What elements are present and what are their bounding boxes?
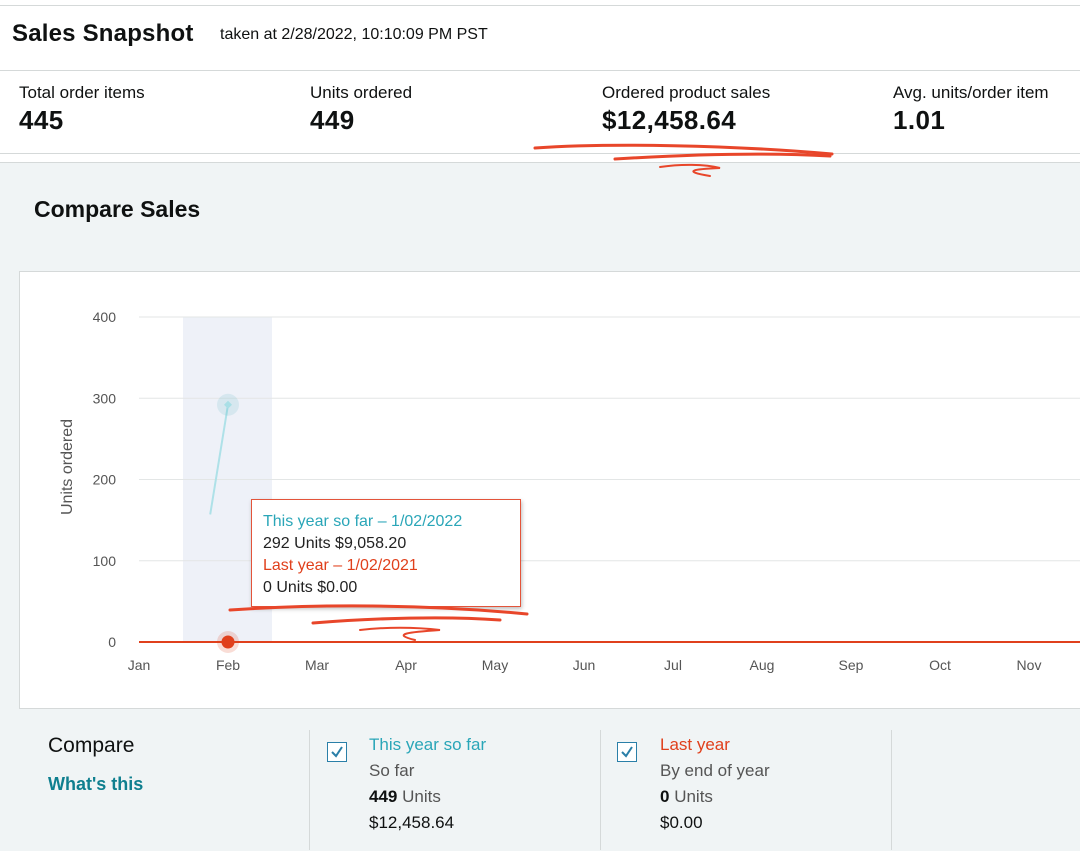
checkmark-icon — [621, 746, 633, 758]
whats-this-link[interactable]: What's this — [48, 774, 144, 794]
y-tick-label: 0 — [108, 634, 116, 650]
x-tick-label: Jun — [573, 657, 596, 673]
chart-svg: 400 300 200 100 0 Jan Feb Mar Apr May Jun Jul Aug Se… — [59, 309, 1080, 673]
point-last-year — [221, 635, 235, 649]
metric-avg-units-per-order-item: Avg. units/order item 1.01 — [893, 83, 1049, 136]
metric-label: Total order items — [19, 83, 145, 102]
x-tick-label: Apr — [395, 657, 417, 673]
last-year-units: 0 Units — [660, 787, 713, 807]
last-year-units-value: 0 — [660, 787, 670, 806]
page-title: Sales Snapshot — [12, 20, 194, 47]
x-tick-label: Mar — [305, 657, 329, 673]
last-year-units-suffix: Units — [669, 787, 713, 806]
metric-ordered-product-sales: Ordered product sales $12,458.64 — [602, 83, 770, 136]
this-year-units-value: 449 — [369, 787, 398, 806]
y-tick-label: 200 — [93, 472, 117, 488]
x-tick-label: Feb — [216, 657, 240, 673]
section-gap — [0, 154, 1080, 162]
this-year-units: 449 Units — [369, 787, 441, 807]
compare-legend: Compare What's this This year so far So … — [0, 710, 1080, 850]
this-year-period: So far — [369, 761, 415, 780]
top-divider — [0, 5, 1080, 6]
last-year-sales: $0.00 — [660, 813, 703, 832]
snapshot-timestamp: taken at 2/28/2022, 10:10:09 PM PST — [220, 26, 488, 43]
x-tick-label: May — [482, 657, 508, 673]
x-tick-label: Aug — [750, 657, 775, 673]
legend-divider — [309, 730, 310, 850]
this-year-sales: $12,458.64 — [369, 813, 455, 832]
legend-divider — [891, 730, 892, 850]
metric-value: 449 — [310, 105, 355, 135]
compare-label: Compare — [48, 734, 135, 757]
y-tick-label: 300 — [93, 390, 117, 406]
y-tick-label: 100 — [93, 553, 117, 569]
x-tick-label: Oct — [929, 657, 951, 673]
tooltip-last-year-value: 0 Units $0.00 — [263, 579, 358, 596]
this-year-units-suffix: Units — [397, 787, 441, 806]
tooltip-last-year-title: Last year – 1/02/2021 — [263, 557, 418, 574]
x-tick-label: Nov — [1017, 657, 1042, 673]
x-tick-label: Jan — [128, 657, 151, 673]
tooltip-this-year-title: This year so far – 1/02/2022 — [263, 513, 463, 530]
compare-sales-chart[interactable]: 400 300 200 100 0 Jan Feb Mar Apr May Jun Jul Aug Se… — [19, 271, 1080, 709]
this-year-checkbox[interactable] — [327, 742, 347, 762]
last-year-period: By end of year — [660, 761, 770, 780]
checkmark-icon — [331, 746, 343, 758]
metric-label: Ordered product sales — [602, 83, 771, 102]
x-tick-label: Jul — [664, 657, 682, 673]
snapshot-header: Sales Snapshot taken at 2/28/2022, 10:10… — [0, 6, 1080, 71]
legend-divider — [600, 730, 601, 850]
series-line-this-year — [209, 404, 229, 515]
metric-value: 1.01 — [893, 105, 946, 135]
x-tick-label: Sep — [839, 657, 864, 673]
y-axis-label: Units ordered — [59, 419, 76, 515]
compare-sales-panel: Compare Sales 400 300 200 100 0 Jan Feb Mar Apr… — [0, 162, 1080, 851]
y-tick-label: 400 — [93, 309, 117, 325]
this-year-title: This year so far — [369, 735, 487, 754]
metric-total-order-items: Total order items 445 — [19, 83, 145, 136]
metric-label: Avg. units/order item — [893, 83, 1049, 102]
last-year-checkbox[interactable] — [617, 742, 637, 762]
metric-units-ordered: Units ordered 449 — [310, 83, 412, 136]
compare-sales-title: Compare Sales — [34, 196, 201, 222]
metric-value: 445 — [19, 105, 64, 135]
tooltip-this-year-value: 292 Units $9,058.20 — [263, 535, 407, 552]
point-this-year — [224, 400, 232, 409]
metric-value: $12,458.64 — [602, 105, 737, 135]
last-year-title: Last year — [660, 735, 730, 754]
metric-label: Units ordered — [310, 83, 413, 102]
metrics-bar: Total order items 445 Units ordered 449 … — [0, 71, 1080, 154]
chart-tooltip: This year so far – 1/02/2022 292 Units $… — [251, 499, 521, 607]
